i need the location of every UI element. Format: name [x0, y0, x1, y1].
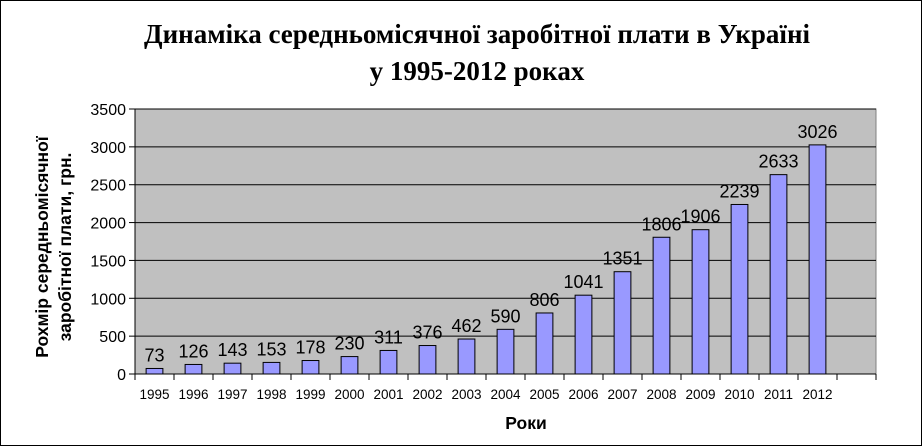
bar-2010 [730, 203, 749, 375]
bar-2012 [808, 144, 827, 375]
data-label-2009: 1906 [680, 207, 720, 227]
x-tick-label-1997: 1997 [217, 387, 247, 402]
bar-1995 [145, 367, 164, 375]
x-tick-label-2008: 2008 [646, 387, 676, 402]
x-tick-label-2011: 2011 [764, 387, 793, 402]
x-tick-label-2001: 2001 [373, 387, 403, 402]
bar-2011 [769, 174, 788, 375]
bar-2005 [535, 312, 554, 375]
plot-area: 0 500 1000 1500 2000 2500 3000 3500 73 1995 126 199… [90, 102, 877, 402]
bar-2001 [379, 349, 398, 375]
data-label-1996: 126 [178, 341, 208, 361]
data-label-2011: 2633 [758, 152, 798, 172]
y-axis-title-line-1: Рохмір середньомісячної [32, 135, 52, 358]
y-axis-title: Рохмір середньомісячної заробітної плати… [32, 135, 75, 358]
data-label-2004: 590 [490, 306, 520, 326]
data-label-2000: 230 [334, 334, 364, 354]
bar-2006 [574, 294, 593, 375]
x-tick-label-2004: 2004 [490, 387, 521, 402]
data-label-1998: 153 [256, 339, 286, 359]
y-tick-label: 3500 [90, 102, 126, 119]
chart-title-line-1: Динаміка середньомісячної заробітної пла… [144, 19, 810, 49]
bar-2009 [691, 229, 710, 375]
bar-1996 [184, 363, 203, 375]
bar-2008 [652, 236, 671, 375]
data-label-2003: 462 [451, 316, 481, 336]
data-label-2007: 1351 [602, 249, 642, 269]
x-tick-label-2002: 2002 [412, 387, 442, 402]
bar-2003 [457, 338, 476, 375]
x-tick-label-2003: 2003 [451, 387, 481, 402]
y-axis-title-line-2: заробітної плати, грн. [55, 153, 75, 342]
y-tick-label: 2500 [90, 178, 126, 195]
y-tick-label: 500 [99, 329, 126, 346]
data-label-2001: 311 [374, 327, 403, 347]
data-label-2005: 806 [529, 290, 559, 310]
data-label-1995: 73 [144, 345, 164, 365]
y-tick-label: 1500 [90, 253, 126, 270]
x-tick-label-2009: 2009 [685, 387, 715, 402]
x-tick-label-1996: 1996 [178, 387, 208, 402]
x-tick-label-1999: 1999 [295, 387, 325, 402]
data-label-1997: 143 [217, 340, 247, 360]
y-tick-label: 2000 [90, 216, 126, 233]
chart-title-line-2: у 1995-2012 роках [370, 56, 585, 86]
bar-2007 [613, 271, 632, 375]
bar-1997 [223, 362, 242, 375]
bar-2000 [340, 356, 359, 375]
data-label-2012: 3026 [797, 122, 837, 142]
data-label-2006: 1041 [563, 272, 603, 292]
data-label-2010: 2239 [719, 181, 759, 201]
bar-2004 [496, 328, 515, 375]
bar-1999 [301, 360, 320, 375]
data-label-2008: 1806 [641, 214, 681, 234]
x-tick-label-2012: 2012 [802, 387, 832, 402]
bar-1998 [262, 361, 281, 375]
chart-title: Динаміка середньомісячної заробітної пла… [144, 19, 810, 86]
x-axis-title: Роки [505, 413, 546, 433]
data-label-1999: 178 [295, 338, 325, 358]
x-tick-label-1998: 1998 [256, 387, 286, 402]
x-tick-label-2005: 2005 [529, 387, 559, 402]
x-tick-label-1995: 1995 [139, 387, 169, 402]
bar-2002 [418, 345, 437, 375]
x-tick-label-2010: 2010 [724, 387, 754, 402]
y-tick-label: 1000 [90, 291, 126, 308]
y-tick-label: 3000 [90, 140, 126, 157]
y-tick-label: 0 [117, 367, 126, 384]
x-tick-label-2000: 2000 [334, 387, 364, 402]
data-label-2002: 376 [412, 323, 442, 343]
x-tick-label-2007: 2007 [607, 387, 637, 402]
x-tick-label-2006: 2006 [568, 387, 598, 402]
